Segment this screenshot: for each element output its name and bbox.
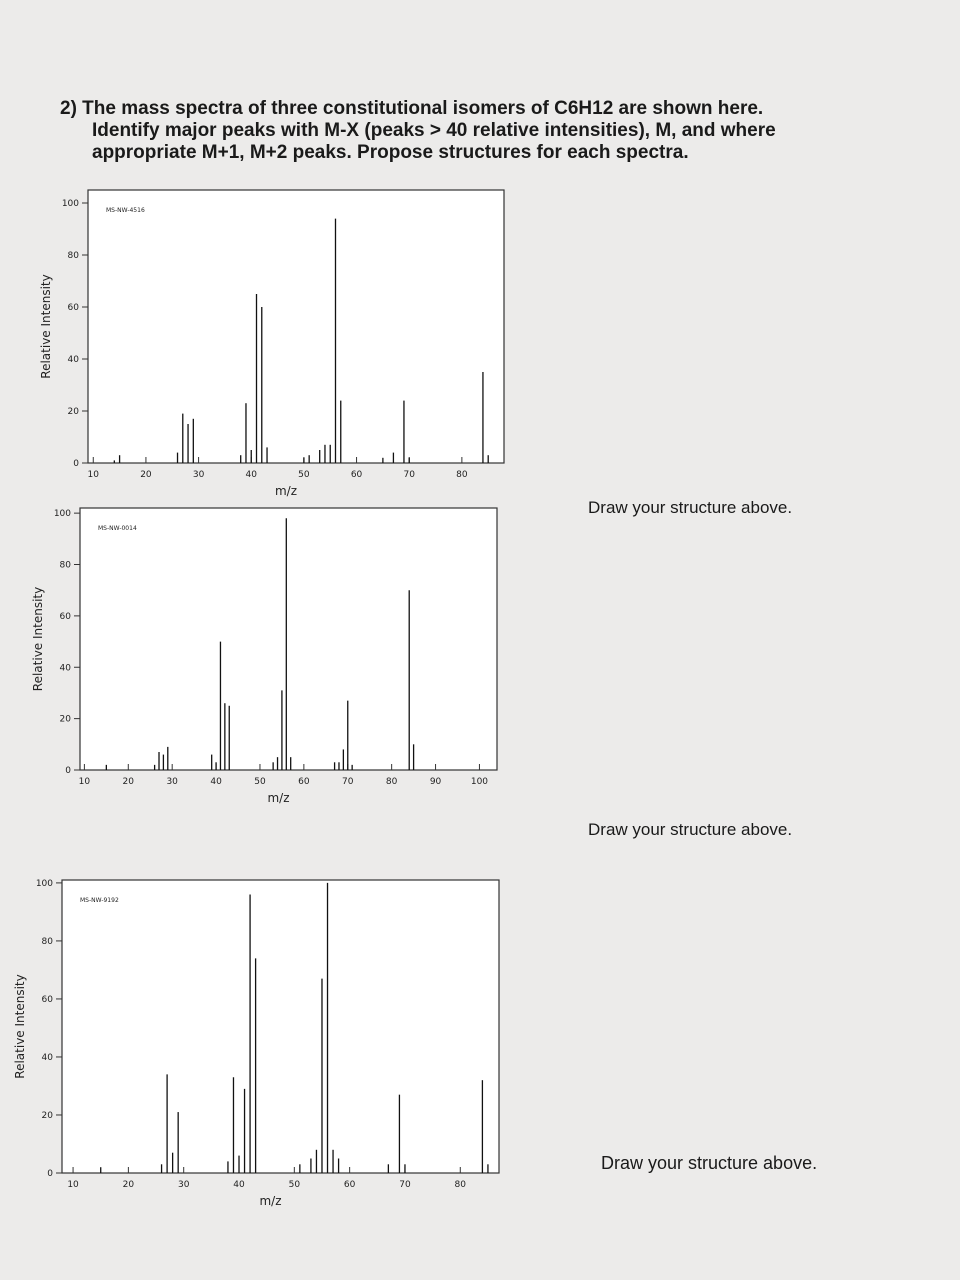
- instruction: Draw your structure above.: [588, 820, 793, 839]
- y-tick-label: 20: [60, 715, 72, 725]
- y-tick-label: 0: [65, 766, 71, 776]
- y-tick-label: 0: [73, 459, 79, 469]
- y-tick-label: 60: [68, 303, 80, 313]
- question-line: appropriate M+1, M+2 peaks. Propose stru…: [92, 142, 689, 163]
- plot-frame: [61, 879, 500, 1174]
- y-tick-label: 40: [68, 355, 80, 365]
- question-line: 2) The mass spectra of three constitutio…: [60, 98, 764, 119]
- question: 2) The mass spectra of three constitutio…: [60, 98, 860, 164]
- x-tick-label: 70: [342, 777, 354, 787]
- x-tick-label: 80: [456, 470, 468, 480]
- y-tick-label: 60: [60, 612, 72, 622]
- y-tick-label: 60: [42, 995, 54, 1005]
- y-axis-label: Relative Intensity: [13, 974, 27, 1078]
- y-axis-label: Relative Intensity: [39, 274, 53, 378]
- x-tick-label: 50: [289, 1180, 301, 1190]
- y-tick-label: 100: [54, 509, 71, 519]
- y-tick-label: 20: [42, 1111, 54, 1121]
- y-tick-label: 80: [42, 937, 54, 947]
- x-tick-label: 80: [386, 777, 398, 787]
- instruction: Draw your structure above.: [601, 1153, 818, 1173]
- y-tick-label: 100: [36, 879, 53, 889]
- y-tick-label: 40: [42, 1053, 54, 1063]
- x-tick-label: 10: [88, 470, 100, 480]
- plot-frame: [87, 189, 505, 464]
- x-tick-label: 90: [430, 777, 442, 787]
- plot-frame: [79, 507, 498, 771]
- y-tick-label: 100: [62, 199, 79, 209]
- x-tick-label: 70: [399, 1180, 411, 1190]
- x-tick-label: 100: [471, 777, 488, 787]
- x-tick-label: 20: [123, 1180, 135, 1190]
- question-line: Identify major peaks with M-X (peaks > 4…: [92, 120, 776, 141]
- x-tick-label: 10: [79, 777, 91, 787]
- y-tick-label: 80: [68, 251, 80, 261]
- x-tick-label: 60: [344, 1180, 356, 1190]
- y-tick-label: 0: [47, 1169, 53, 1179]
- x-tick-label: 50: [254, 777, 266, 787]
- x-tick-label: 80: [455, 1180, 467, 1190]
- y-tick-label: 40: [60, 663, 72, 673]
- x-tick-label: 10: [67, 1180, 79, 1190]
- x-tick-label: 60: [351, 470, 363, 480]
- x-tick-label: 40: [210, 777, 222, 787]
- x-tick-label: 20: [140, 470, 152, 480]
- x-axis-label: m/z: [275, 484, 297, 498]
- x-tick-label: 60: [298, 777, 310, 787]
- instruction: Draw your structure above.: [588, 498, 793, 517]
- y-tick-label: 80: [60, 561, 72, 571]
- y-tick-label: 20: [68, 407, 80, 417]
- x-axis-label: m/z: [259, 1194, 281, 1208]
- x-tick-label: 40: [246, 470, 258, 480]
- x-tick-label: 30: [193, 470, 205, 480]
- x-tick-label: 50: [298, 470, 310, 480]
- spectrum-code: MS-NW-4516: [106, 207, 145, 214]
- x-tick-label: 40: [233, 1180, 245, 1190]
- y-axis-label: Relative Intensity: [31, 587, 45, 691]
- x-tick-label: 70: [403, 470, 415, 480]
- x-axis-label: m/z: [267, 791, 289, 805]
- x-tick-label: 30: [166, 777, 178, 787]
- spectrum-code: MS-NW-9192: [80, 897, 119, 904]
- x-tick-label: 20: [123, 777, 135, 787]
- x-tick-label: 30: [178, 1180, 190, 1190]
- spectrum-code: MS-NW-0014: [98, 525, 137, 532]
